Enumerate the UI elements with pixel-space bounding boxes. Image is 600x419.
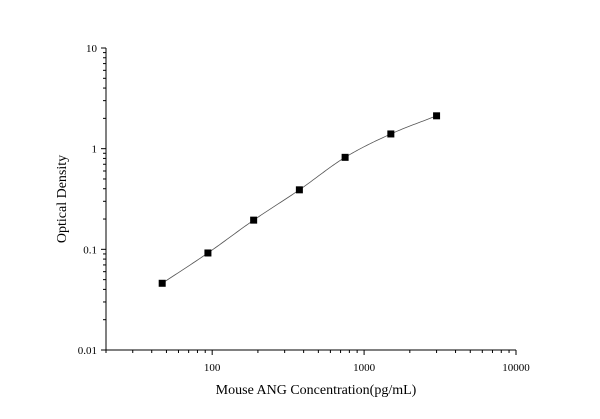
x-tick-label: 10000 <box>502 362 530 374</box>
data-points <box>158 112 441 287</box>
y-ticks <box>101 47 106 351</box>
x-tick-label: 1000 <box>353 362 376 374</box>
data-point <box>433 112 441 120</box>
y-tick-label: 1 <box>92 144 98 156</box>
y-tick-label: 0.1 <box>83 244 97 256</box>
x-tick-labels: 100 1000 10000 <box>204 362 530 374</box>
y-tick-label: 10 <box>86 43 98 55</box>
fit-curve <box>161 115 437 284</box>
x-ticks <box>105 350 517 355</box>
data-point <box>250 216 258 224</box>
data-point <box>158 279 166 287</box>
y-axis-title: Optical Density <box>55 155 70 243</box>
y-tick-labels: 0.01 0.1 1 10 <box>78 43 98 357</box>
data-point <box>204 249 212 257</box>
x-tick-label: 100 <box>204 362 221 374</box>
data-point <box>295 186 303 194</box>
x-axis-title: Mouse ANG Concentration(pg/mL) <box>216 383 417 398</box>
data-point <box>387 130 395 138</box>
y-tick-label: 0.01 <box>78 345 97 357</box>
data-point <box>341 153 349 161</box>
axes <box>105 48 516 351</box>
